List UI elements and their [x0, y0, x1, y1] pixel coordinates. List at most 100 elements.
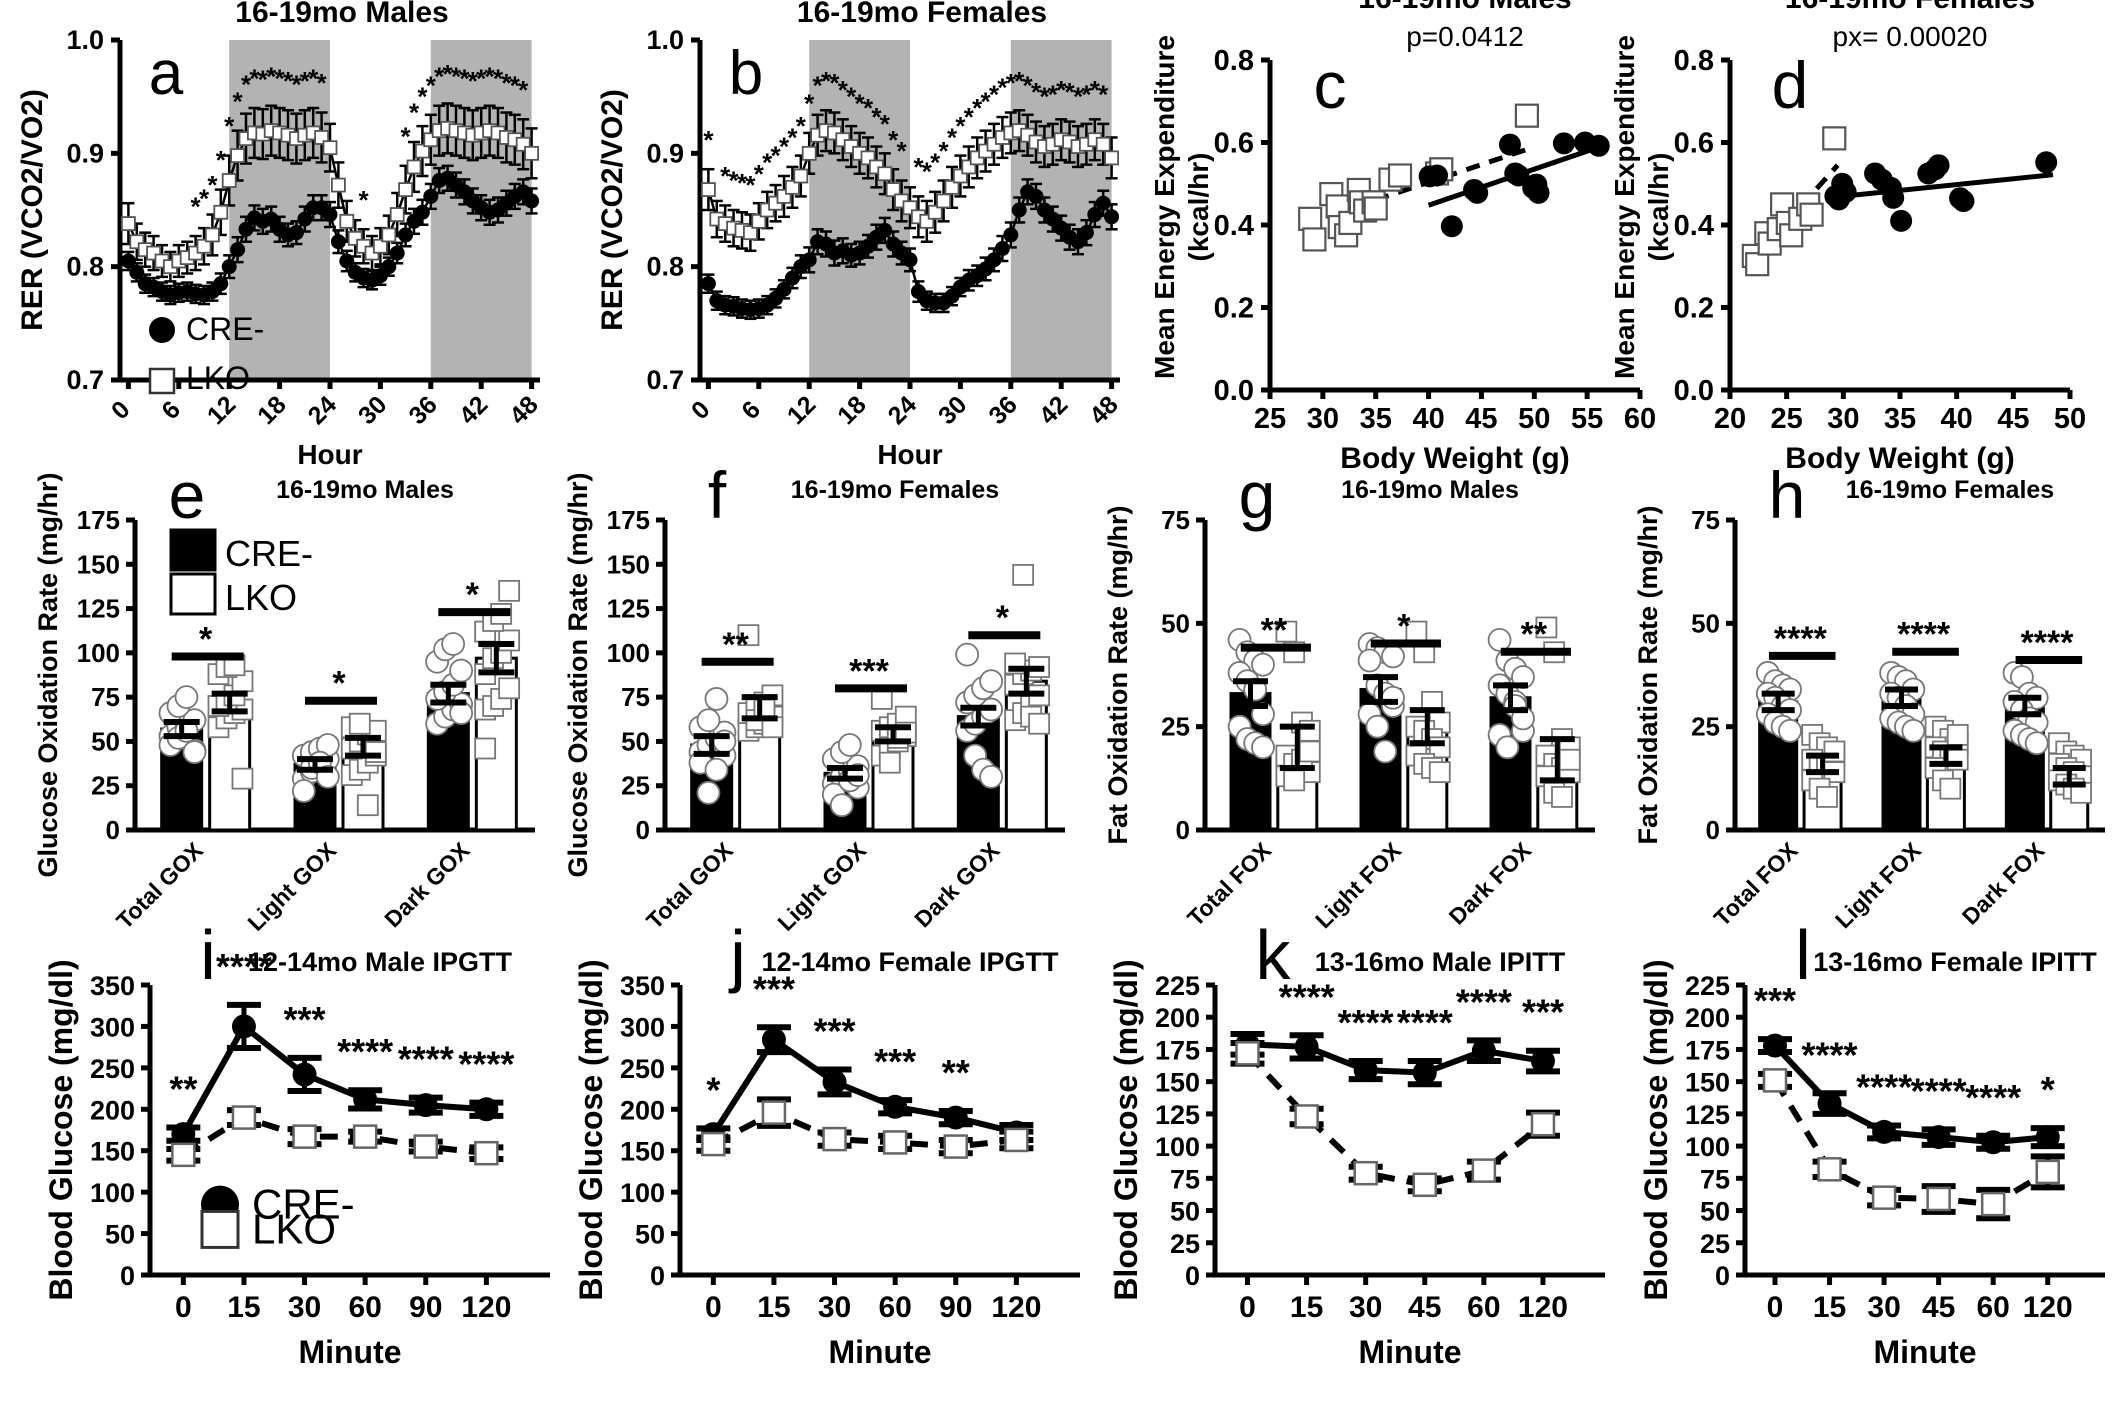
- significance-asterisk: *: [1073, 82, 1084, 112]
- y-tick-label: 75: [1161, 505, 1190, 535]
- x-tick-label: 24: [303, 391, 343, 431]
- marker-filled-circle: [129, 264, 145, 280]
- y-tick-label: 150: [77, 549, 120, 579]
- data-point-square: [364, 741, 387, 763]
- y-tick-label: 200: [90, 1095, 135, 1125]
- y-tick-label: 25: [621, 771, 650, 801]
- significance-asterisk: *: [2041, 1069, 2055, 1110]
- marker-open-square: [121, 216, 136, 232]
- significance-asterisk: ****: [337, 1031, 393, 1072]
- x-tick-label: 6: [156, 396, 186, 426]
- data-point-square: [1558, 748, 1581, 771]
- panel-title-e: 16-19mo Males: [276, 476, 454, 504]
- x-tick-label: Dark GOX: [909, 837, 1005, 933]
- y-tick-label: 0: [1185, 1261, 1200, 1291]
- significance-asterisk: *: [754, 159, 765, 189]
- marker-open-square: [339, 213, 355, 229]
- scatter-point-lko: [1799, 202, 1824, 227]
- x-tick-label: Light GOX: [772, 837, 871, 936]
- y-tick-label: 150: [90, 1137, 135, 1167]
- marker-filled-circle: [801, 252, 817, 268]
- significance-asterisk: *: [1081, 79, 1092, 109]
- y-tick-label: 25: [1700, 1229, 1730, 1259]
- y-axis-label-i: Blood Glucose (mg/dl): [43, 959, 79, 1300]
- x-tick-label: 12: [202, 391, 241, 430]
- marker-open-square: [1471, 1158, 1497, 1183]
- y-tick-label: 75: [621, 682, 650, 712]
- significance-asterisk: *: [703, 125, 714, 155]
- significance-asterisk: ***: [1754, 980, 1796, 1021]
- x-tick-label: 30: [1867, 1291, 1900, 1324]
- x-tick-label: 50: [1518, 403, 1550, 435]
- panel-letter-j: j: [728, 916, 746, 994]
- x-tick-label: 60: [1976, 1291, 2009, 1324]
- x-axis-label-j: Minute: [828, 1334, 931, 1370]
- significance-asterisk: *: [417, 82, 428, 112]
- marker-open-square: [389, 207, 405, 222]
- marker-filled-circle: [1353, 1058, 1378, 1083]
- y-tick-label: 50: [635, 1220, 665, 1250]
- significance-asterisk: *: [466, 576, 480, 614]
- x-tick-label: 0: [705, 1291, 722, 1324]
- data-point-circle: [979, 764, 1004, 789]
- marker-open-square: [413, 1134, 439, 1159]
- marker-filled-circle: [398, 227, 414, 243]
- x-axis-label-a: Hour: [297, 439, 362, 470]
- significance-asterisk: *: [359, 185, 370, 215]
- y-axis-label-f: Glucose Oxidation Rate (mg/hr): [563, 472, 593, 877]
- marker-open-square: [877, 166, 893, 182]
- significance-asterisk: **: [169, 1069, 197, 1110]
- y-tick-label: 200: [620, 1095, 665, 1125]
- marker-open-square: [785, 179, 800, 195]
- y-axis-label-e: Glucose Oxidation Rate (mg/hr): [33, 472, 63, 877]
- scatter-point-lko: [1822, 126, 1847, 151]
- significance-asterisk: *: [1014, 66, 1025, 96]
- marker-filled-circle: [330, 234, 346, 250]
- marker-open-square: [524, 145, 539, 161]
- y-tick-label: 150: [620, 1137, 665, 1167]
- marker-filled-circle: [784, 270, 800, 286]
- marker-filled-circle: [1530, 1049, 1555, 1074]
- x-axis-label-d: Body Weight (g): [1785, 442, 2014, 475]
- panel-letter-l: l: [1795, 916, 1811, 994]
- significance-asterisk: *: [821, 66, 832, 96]
- series-line-LKO: [181, 1114, 487, 1158]
- marker-filled-circle: [1011, 202, 1027, 218]
- y-tick-label: 200: [1155, 1003, 1200, 1033]
- significance-asterisk: *: [317, 68, 328, 98]
- significance-asterisk: *: [451, 61, 462, 91]
- y-tick-label: 50: [1170, 1197, 1200, 1227]
- significance-asterisk: **: [942, 1052, 970, 1093]
- marker-filled-circle: [524, 193, 540, 209]
- panel-title-l: 13-16mo Female IPITT: [1813, 947, 2097, 977]
- x-tick-label: 55: [1571, 403, 1603, 435]
- y-tick-label: 100: [1685, 1132, 1730, 1162]
- x-tick-label: 18: [252, 391, 292, 431]
- significance-asterisk: *: [300, 66, 311, 96]
- marker-filled-circle: [322, 207, 338, 223]
- significance-asterisk: ****: [1897, 616, 1951, 654]
- y-tick-label: 0.9: [646, 138, 684, 168]
- y-tick-label: 0: [1715, 1261, 1730, 1291]
- y-tick-label: 0.7: [66, 365, 104, 395]
- data-point-circle: [696, 780, 721, 805]
- significance-asterisk: *: [249, 64, 260, 94]
- significance-asterisk: *: [996, 599, 1010, 637]
- significance-asterisk: ****: [1802, 1034, 1858, 1075]
- marker-filled-circle: [1872, 1119, 1897, 1144]
- legend-label-cre: CRE-: [225, 533, 313, 574]
- scatter-point-lko: [1387, 163, 1413, 188]
- significance-asterisk: *: [804, 89, 815, 119]
- significance-asterisk: *: [199, 620, 213, 658]
- significance-asterisk: *: [871, 102, 882, 132]
- legend-label-cre: CRE-: [186, 311, 264, 347]
- marker-open-square: [882, 1130, 908, 1155]
- significance-asterisk: *: [426, 70, 437, 100]
- y-tick-label: 75: [1691, 505, 1720, 535]
- y-tick-label: 0.4: [1674, 210, 1714, 242]
- significance-asterisk: ***: [284, 999, 326, 1040]
- scatter-point-cre: [1527, 181, 1550, 204]
- y-tick-label: 125: [77, 594, 120, 624]
- significance-asterisk: *: [897, 136, 908, 166]
- panel-title-a: 16-19mo Males: [235, 0, 448, 29]
